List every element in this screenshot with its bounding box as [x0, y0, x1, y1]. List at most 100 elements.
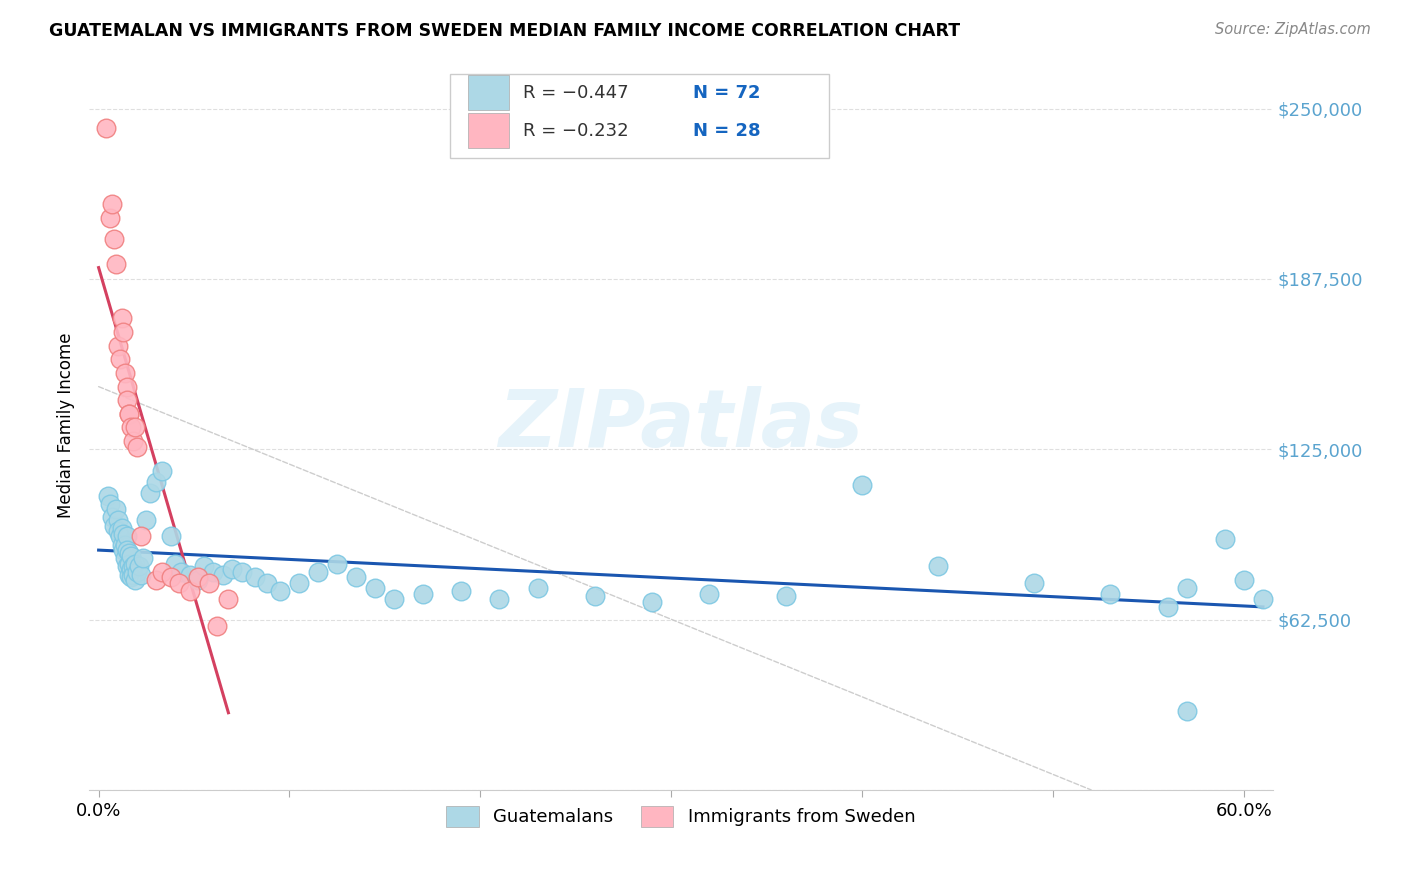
Point	[107, 513, 129, 527]
Text: GUATEMALAN VS IMMIGRANTS FROM SWEDEN MEDIAN FAMILY INCOME CORRELATION CHART: GUATEMALAN VS IMMIGRANTS FROM SWEDEN MED…	[49, 22, 960, 40]
Point	[269, 584, 291, 599]
Point	[145, 475, 167, 489]
Point	[1175, 704, 1198, 718]
Point	[150, 565, 173, 579]
Point	[107, 339, 129, 353]
Point	[187, 570, 209, 584]
Point	[163, 557, 186, 571]
Point	[256, 575, 278, 590]
Point	[125, 565, 148, 579]
Point	[205, 619, 228, 633]
Point	[221, 562, 243, 576]
Point	[160, 529, 183, 543]
Point	[450, 584, 472, 599]
Point	[117, 559, 139, 574]
Point	[97, 489, 120, 503]
Point	[179, 584, 201, 599]
Point	[118, 567, 141, 582]
FancyBboxPatch shape	[468, 75, 509, 111]
Point	[118, 407, 141, 421]
Point	[120, 549, 142, 563]
Point	[699, 587, 721, 601]
Point	[120, 562, 142, 576]
Point	[1156, 600, 1178, 615]
Point	[131, 551, 153, 566]
Text: N = 72: N = 72	[693, 84, 761, 102]
Point	[583, 590, 606, 604]
Point	[775, 590, 797, 604]
Point	[112, 543, 135, 558]
Point	[107, 524, 129, 538]
Point	[160, 570, 183, 584]
Point	[129, 529, 152, 543]
Point	[202, 565, 225, 579]
Y-axis label: Median Family Income: Median Family Income	[58, 332, 75, 517]
Point	[211, 567, 233, 582]
Text: Source: ZipAtlas.com: Source: ZipAtlas.com	[1215, 22, 1371, 37]
Point	[128, 559, 150, 574]
Point	[110, 311, 132, 326]
Point	[307, 565, 329, 579]
Point	[117, 379, 139, 393]
Point	[124, 420, 146, 434]
Point	[118, 557, 141, 571]
Point	[488, 592, 510, 607]
Point	[526, 581, 548, 595]
FancyBboxPatch shape	[450, 74, 828, 158]
Point	[124, 573, 146, 587]
Point	[927, 559, 949, 574]
Point	[1233, 573, 1256, 587]
Point	[150, 464, 173, 478]
Point	[122, 434, 145, 449]
Point	[243, 570, 266, 584]
Point	[108, 529, 131, 543]
Text: R = −0.447: R = −0.447	[523, 84, 628, 102]
Point	[118, 546, 141, 560]
Point	[145, 573, 167, 587]
Legend: Guatemalans, Immigrants from Sweden: Guatemalans, Immigrants from Sweden	[437, 797, 924, 836]
Point	[1099, 587, 1122, 601]
Point	[1022, 575, 1045, 590]
Point	[117, 393, 139, 408]
Point	[1175, 581, 1198, 595]
Point	[114, 538, 136, 552]
Point	[641, 595, 664, 609]
Point	[103, 518, 125, 533]
Point	[122, 567, 145, 582]
Point	[122, 559, 145, 574]
Point	[167, 575, 190, 590]
Point	[170, 565, 193, 579]
Point	[288, 575, 311, 590]
Point	[139, 486, 162, 500]
Point	[98, 211, 121, 225]
Point	[326, 557, 349, 571]
Point	[118, 407, 141, 421]
Point	[101, 197, 124, 211]
Point	[384, 592, 406, 607]
Point	[117, 529, 139, 543]
Point	[96, 120, 118, 135]
Point	[179, 567, 201, 582]
Point	[124, 557, 146, 571]
Point	[101, 510, 124, 524]
Point	[112, 325, 135, 339]
Point	[217, 592, 239, 607]
Point	[114, 366, 136, 380]
Point	[98, 497, 121, 511]
Point	[344, 570, 367, 584]
Point	[110, 521, 132, 535]
Point	[104, 257, 127, 271]
Point	[120, 570, 142, 584]
Point	[114, 551, 136, 566]
Point	[129, 567, 152, 582]
Point	[187, 573, 209, 587]
Point	[104, 502, 127, 516]
FancyBboxPatch shape	[468, 113, 509, 148]
Point	[125, 440, 148, 454]
Text: R = −0.232: R = −0.232	[523, 121, 628, 139]
Point	[110, 538, 132, 552]
Point	[412, 587, 434, 601]
Text: N = 28: N = 28	[693, 121, 761, 139]
Point	[851, 477, 873, 491]
Point	[103, 232, 125, 246]
